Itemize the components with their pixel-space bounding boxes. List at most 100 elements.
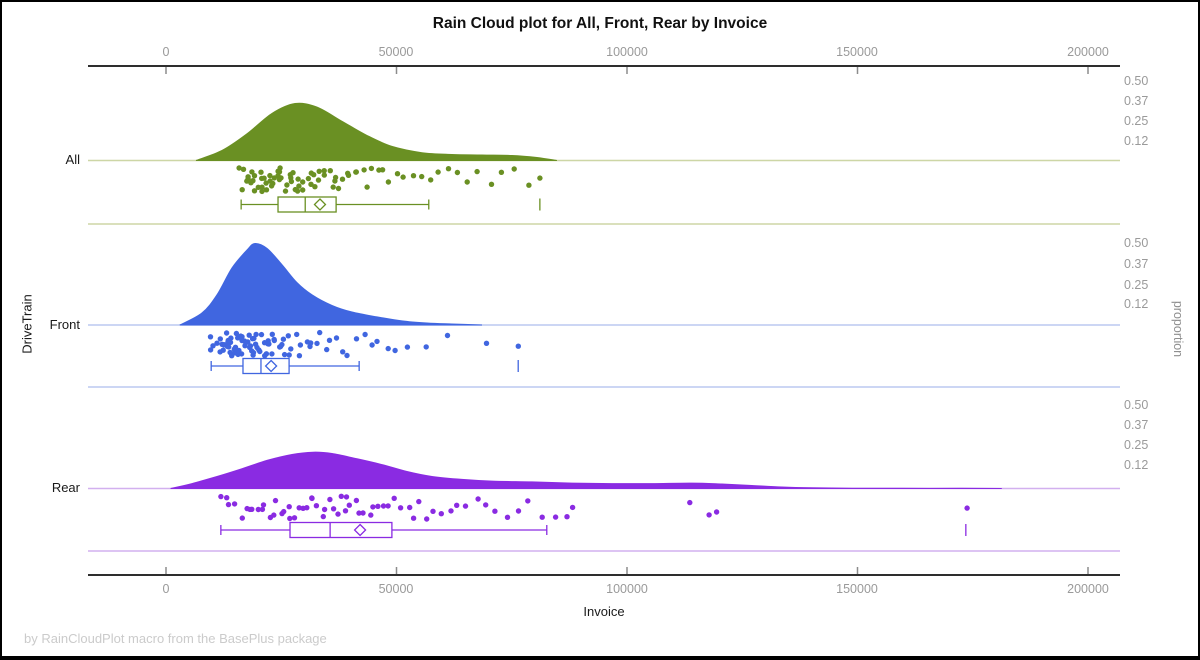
data-point [272,497,279,504]
data-point [279,341,285,348]
data-point [300,187,306,193]
data-point [276,169,283,175]
data-point [297,342,304,348]
data-point [263,187,270,193]
data-point [286,504,292,510]
data-point [281,508,287,515]
prop-label-front-037: 0.37 [1124,257,1149,271]
data-point [333,335,340,341]
data-point [343,494,350,500]
data-point [207,347,214,353]
data-point [245,339,251,345]
data-point [330,506,337,512]
data-point [706,512,712,518]
prop-label-rear-050: 0.50 [1124,398,1149,412]
data-point [259,184,265,190]
data-point [267,172,273,179]
data-point [239,515,245,521]
data-point [249,336,256,342]
data-point [210,343,216,349]
data-point [291,515,298,521]
data-point [375,503,381,509]
data-point [687,499,693,506]
data-point [464,179,470,185]
data-point [713,509,720,515]
data-point [430,508,436,514]
data-point [296,183,302,189]
data-point [260,502,267,508]
data-point [251,173,258,179]
data-point [474,168,480,175]
data-point [256,347,262,353]
data-point [316,168,322,174]
data-point [282,188,289,194]
data-point [462,503,469,509]
data-point [515,343,521,349]
chart-title: Rain Cloud plot for All, Front, Rear by … [432,15,768,32]
density-curve [179,242,483,326]
data-point [290,170,296,176]
bottom-tick-label-50000: 50000 [378,582,414,596]
data-point [340,349,346,355]
data-point [231,501,238,507]
data-point [218,493,224,500]
data-point [344,352,350,359]
top-tick-label-150000: 150000 [836,45,878,59]
data-point [424,516,430,522]
data-point [385,503,391,509]
data-point [259,506,266,513]
prop-label-all-037: 0.37 [1124,94,1149,108]
density-curve [195,102,557,161]
data-point [552,514,559,520]
data-point [263,351,270,357]
data-point [220,347,226,353]
data-point [312,184,318,190]
data-point [269,331,275,337]
rain-points [236,165,543,195]
bottom-tick-label-150000: 150000 [836,582,878,596]
prop-label-all-025: 0.25 [1124,114,1149,128]
category-label-rear: Rear [51,480,80,495]
prop-label-all-012: 0.12 [1124,134,1149,148]
data-point [438,511,444,517]
prop-label-all-050: 0.50 [1124,74,1149,88]
data-point [356,510,362,516]
data-point [353,336,360,342]
data-point [288,346,294,352]
data-point [249,506,255,512]
data-point [238,351,245,357]
data-point [278,175,284,181]
box-plot [210,357,519,375]
prop-label-front-012: 0.12 [1124,297,1149,311]
data-point [228,335,234,341]
data-point [251,188,258,194]
data-point [223,330,230,336]
bottom-tick-label-100000: 100000 [606,582,648,596]
data-point [483,502,489,508]
data-point [226,344,232,350]
data-point [288,178,295,185]
data-point [483,340,490,346]
top-tick-label-100000: 100000 [606,45,648,59]
data-point [345,172,352,178]
data-point [214,340,220,346]
data-point [380,503,387,509]
data-point [286,352,292,358]
prop-label-rear-025: 0.25 [1124,438,1149,452]
data-point [309,495,315,501]
data-point [295,176,301,182]
box-plot [240,196,541,213]
top-tick-label-0: 0 [162,45,170,59]
iqr-box [289,521,393,539]
data-point [239,187,245,193]
x-axis-label: Invoice [583,604,625,619]
data-point [250,178,256,184]
prop-label-rear-012: 0.12 [1124,458,1149,472]
data-point [313,503,320,509]
data-point [391,495,397,501]
data-point [379,167,386,173]
data-point [321,506,328,513]
data-point [454,169,461,176]
data-point [539,514,545,520]
